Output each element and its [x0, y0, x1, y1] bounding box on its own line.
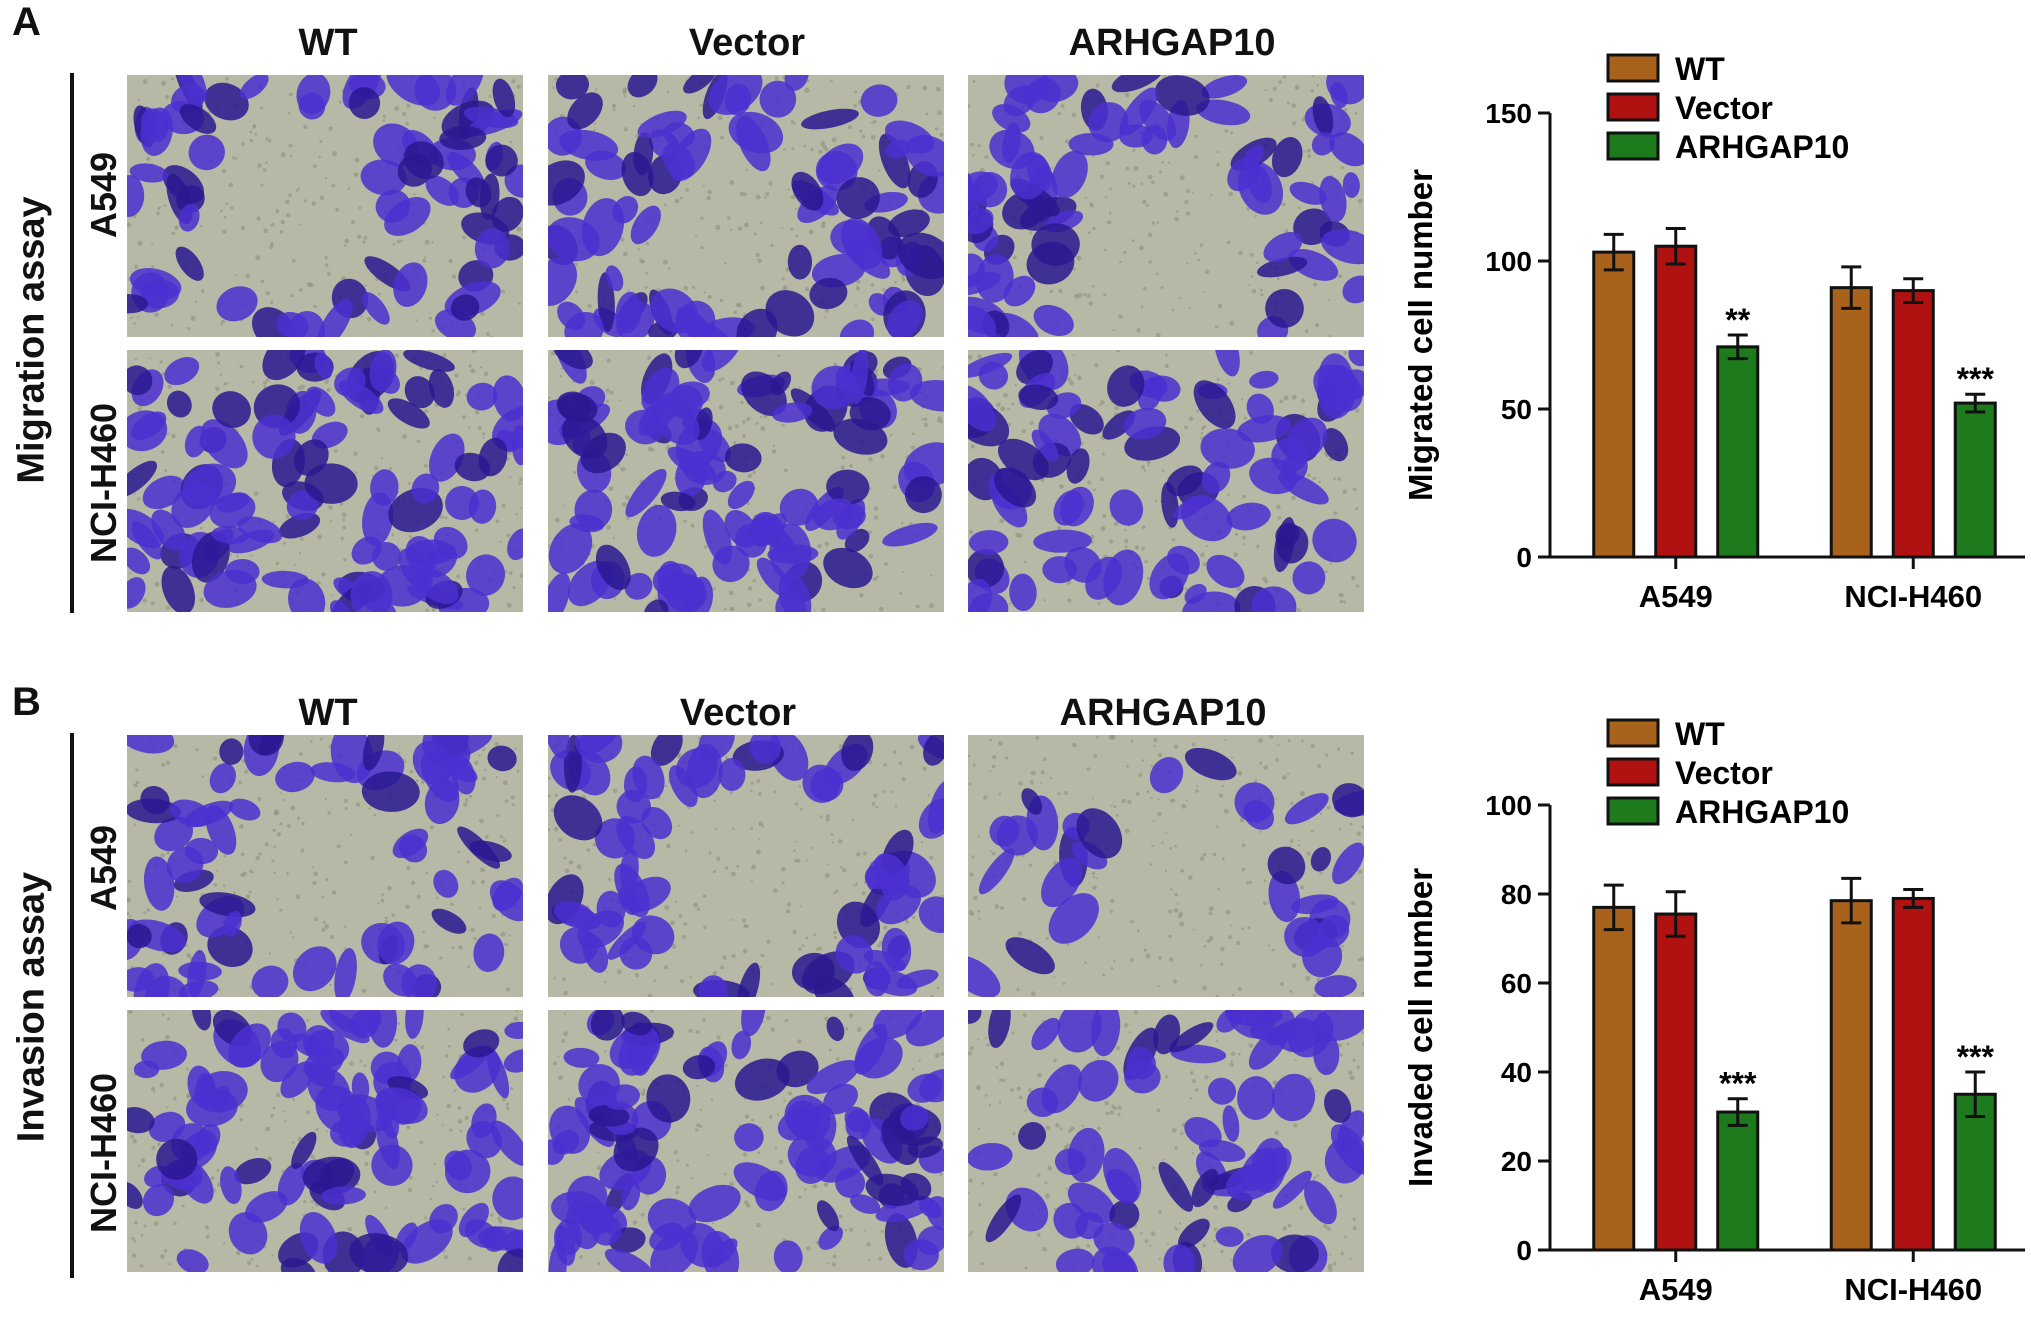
row-label-ncih460-a: NCI-H460 — [83, 402, 124, 564]
invasion-chart-y-axis-title: Invaded cell number — [1402, 868, 1439, 1187]
column-title-wt-b: WT — [298, 692, 358, 734]
invasion-chart-y-tick-label: 20 — [1501, 1146, 1532, 1177]
column-title-vector-a: Vector — [688, 22, 806, 64]
migration-chart-legend-swatch-wt — [1606, 53, 1660, 83]
migration-chart-legend-label-vector: Vector — [1675, 90, 1773, 126]
invasion-chart-bar-wt-ncih460 — [1829, 899, 1873, 1252]
column-title-vector-b: Vector — [679, 692, 797, 734]
invasion-chart-y-tick-label: 100 — [1485, 790, 1532, 821]
invasion-chart-legend-swatch-arhgap10 — [1606, 796, 1660, 826]
invasion-chart-legend-swatch-vector — [1606, 757, 1660, 787]
invasion-chart-legend-label-wt: WT — [1675, 716, 1725, 752]
migration-chart-legend-swatch-arhgap10 — [1606, 131, 1660, 161]
invasion-chart-significance-label: *** — [1719, 1066, 1757, 1102]
invasion-chart-bar-wt-a549 — [1592, 905, 1636, 1252]
side-label-invasion: Invasion assay — [10, 871, 53, 1143]
migration-chart-bar-arhgap10-ncih460 — [1953, 401, 1997, 559]
panel-letter-a: A — [12, 0, 41, 44]
column-title-wt-a: WT — [298, 22, 358, 64]
micrograph-migration-a549-arhgap10 — [968, 75, 1364, 337]
side-label-migration: Migration assay — [10, 196, 53, 484]
migration-chart-x-tick-label-a549: A549 — [1639, 579, 1713, 614]
row-label-a549-a: A549 — [83, 151, 124, 239]
migration-chart-y-tick-label: 0 — [1516, 542, 1532, 573]
invasion-chart-y-tick-label: 40 — [1501, 1057, 1532, 1088]
micrograph-invasion-ncih460-vector — [548, 1010, 944, 1272]
invasion-chart-x-tick-label-ncih460: NCI-H460 — [1844, 1272, 1982, 1307]
invasion-chart-x-tick-label-a549: A549 — [1639, 1272, 1713, 1307]
micrograph-migration-ncih460-arhgap10 — [968, 350, 1364, 612]
bracket-migration — [70, 73, 74, 613]
invasion-chart-legend-label-arhgap10: ARHGAP10 — [1675, 794, 1849, 830]
invasion-chart-y-tick-label: 60 — [1501, 968, 1532, 999]
micrograph-invasion-a549-arhgap10 — [968, 735, 1364, 997]
migration-chart-significance-label: ** — [1725, 302, 1750, 338]
micrograph-invasion-ncih460-wt — [127, 1010, 523, 1272]
migration-chart-bar-wt-a549 — [1592, 250, 1636, 559]
migration-chart-x-tick-label-ncih460: NCI-H460 — [1844, 579, 1982, 614]
invasion-chart-legend-swatch-wt — [1606, 718, 1660, 748]
migration-chart-bar-vector-ncih460 — [1891, 289, 1935, 559]
migration-chart-y-axis-title: Migrated cell number — [1402, 169, 1439, 501]
migration-chart-bar-wt-ncih460 — [1829, 286, 1873, 559]
invasion-chart-y-tick-label: 80 — [1501, 879, 1532, 910]
micrograph-migration-ncih460-vector — [548, 350, 944, 612]
micrograph-invasion-ncih460-arhgap10 — [968, 1010, 1364, 1272]
migration-chart-legend-swatch-vector — [1606, 92, 1660, 122]
bracket-invasion — [70, 733, 74, 1278]
micrograph-invasion-a549-wt — [127, 735, 523, 997]
migration-chart-y-tick-label: 50 — [1501, 394, 1532, 425]
invasion-chart-y-tick-label: 0 — [1516, 1235, 1532, 1266]
migration-chart-y-tick-label: 150 — [1485, 98, 1532, 129]
row-label-ncih460-b: NCI-H460 — [83, 1072, 124, 1234]
migration-chart-bar-arhgap10-a549 — [1716, 345, 1760, 559]
migration-chart-significance-label: *** — [1957, 361, 1995, 397]
invasion-chart-significance-label: *** — [1957, 1039, 1995, 1075]
row-label-a549-b: A549 — [83, 824, 124, 912]
migration-chart-legend-label-arhgap10: ARHGAP10 — [1675, 129, 1849, 165]
micrograph-migration-a549-vector — [548, 75, 944, 337]
micrograph-invasion-a549-vector — [548, 735, 944, 997]
panel-letter-b: B — [12, 680, 41, 724]
invasion-chart-bar-vector-a549 — [1654, 912, 1698, 1252]
micrograph-migration-a549-wt — [127, 75, 523, 337]
migration-chart-legend-label-wt: WT — [1675, 51, 1725, 87]
invasion-chart-bar-arhgap10-a549 — [1716, 1110, 1760, 1252]
column-title-arhgap10-b: ARHGAP10 — [1059, 692, 1267, 734]
migration-chart-bar-vector-a549 — [1654, 244, 1698, 559]
invasion-chart-bar-vector-ncih460 — [1891, 896, 1935, 1252]
micrograph-migration-ncih460-wt — [127, 350, 523, 612]
invasion-chart-legend-label-vector: Vector — [1675, 755, 1773, 791]
migration-chart-y-tick-label: 100 — [1485, 246, 1532, 277]
column-title-arhgap10-a: ARHGAP10 — [1068, 22, 1276, 64]
